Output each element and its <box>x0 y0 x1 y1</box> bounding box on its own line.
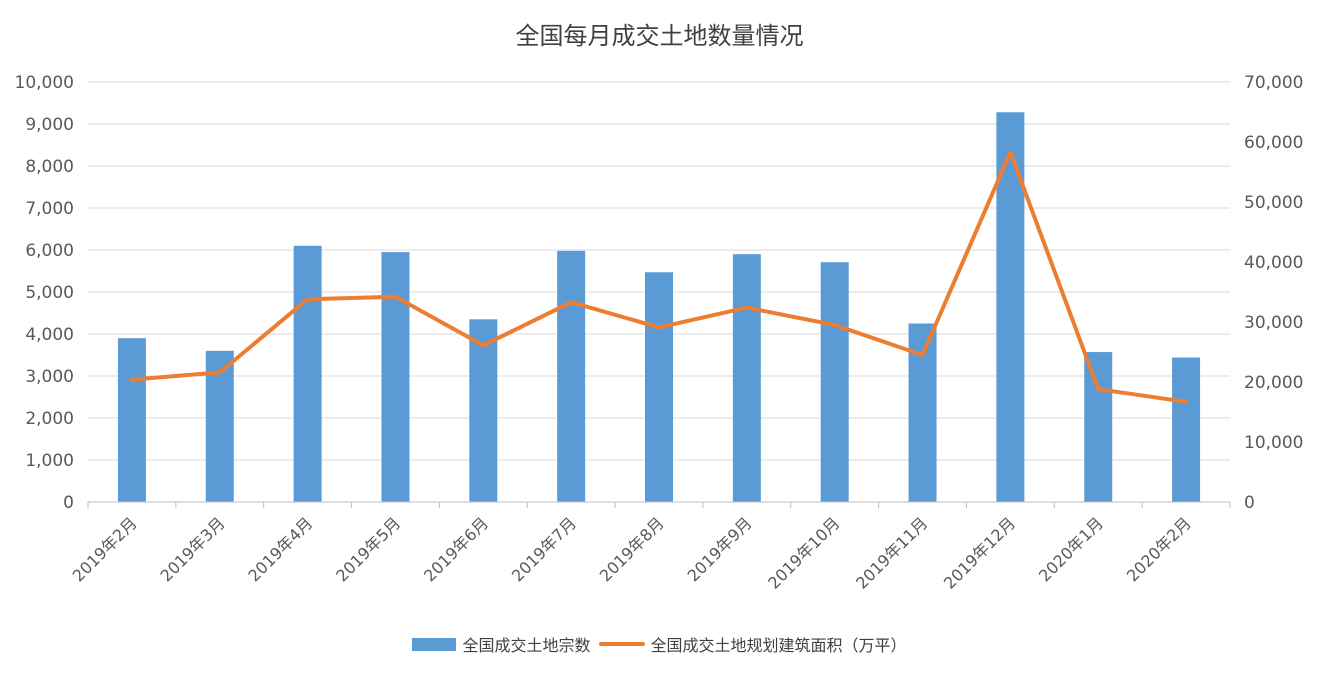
line-series <box>129 150 1189 404</box>
right-y-tick-label: 20,000 <box>1244 373 1303 393</box>
bar <box>117 338 146 502</box>
legend-label-bars: 全国成交土地宗数 <box>462 636 591 655</box>
right-y-tick-label: 10,000 <box>1244 433 1303 453</box>
left-y-tick-label: 9,000 <box>25 115 74 135</box>
legend-swatch-line <box>598 642 645 646</box>
x-tick-label: 2019年11月 <box>852 513 931 592</box>
x-tick-label: 2019年6月 <box>420 513 492 585</box>
x-tick-label: 2019年4月 <box>244 513 316 585</box>
x-tick-label: 2019年2月 <box>69 513 141 585</box>
right-y-tick-label: 60,000 <box>1244 133 1303 153</box>
left-y-tick-label: 0 <box>63 493 74 513</box>
legend-swatch-bars <box>412 637 457 651</box>
left-y-tick-label: 2,000 <box>25 409 74 429</box>
x-axis: 2019年2月 2019年3月 2019年4月 2019年5月 2019年6月 2019年… <box>69 501 1231 593</box>
x-tick-label: 2019年5月 <box>332 513 404 585</box>
bar <box>1172 357 1201 502</box>
x-tick-label: 2019年7月 <box>508 513 580 585</box>
bar <box>732 254 761 502</box>
left-y-tick-label: 4,000 <box>25 325 74 345</box>
right-y-tick-label: 70,000 <box>1244 73 1303 93</box>
bar <box>1084 352 1113 502</box>
bar <box>557 250 586 502</box>
bar <box>381 252 410 502</box>
x-tick-label: 2019年3月 <box>157 513 229 585</box>
x-tick-label: 2020年1月 <box>1035 513 1107 585</box>
left-y-tick-label: 5,000 <box>25 283 74 303</box>
left-y-axis: 0 1,000 2,000 3,000 4,000 5,000 6,000 7,000 8,00… <box>15 73 74 513</box>
right-y-tick-label: 0 <box>1244 493 1255 513</box>
right-y-tick-label: 40,000 <box>1244 253 1303 273</box>
x-tick-label: 2019年9月 <box>684 513 756 585</box>
left-y-tick-label: 10,000 <box>15 73 74 93</box>
bar-series <box>117 112 1201 503</box>
bar <box>820 262 849 502</box>
chart-title: 全国每月成交土地数量情况 <box>515 22 804 50</box>
legend-label-line: 全国成交土地规划建筑面积（万平） <box>650 636 907 655</box>
bar <box>293 245 322 503</box>
right-y-tick-label: 50,000 <box>1244 193 1303 213</box>
legend-item-line[interactable]: 全国成交土地规划建筑面积（万平） <box>598 632 907 656</box>
x-tick-label: 2019年12月 <box>940 513 1019 592</box>
legend-item-bars[interactable]: 全国成交土地宗数 <box>412 632 591 656</box>
left-y-tick-label: 7,000 <box>25 199 74 219</box>
left-y-tick-label: 3,000 <box>25 367 74 387</box>
right-y-tick-label: 30,000 <box>1244 313 1303 333</box>
x-tick-label: 2020年2月 <box>1123 513 1195 585</box>
bar <box>205 350 234 502</box>
x-tick-label: 2019年10月 <box>764 513 843 592</box>
left-y-tick-label: 6,000 <box>25 241 74 261</box>
left-y-tick-label: 8,000 <box>25 157 74 177</box>
left-y-tick-label: 1,000 <box>25 451 74 471</box>
series-line <box>129 150 1189 404</box>
legend: 全国成交土地宗数 全国成交土地规划建筑面积（万平） <box>0 632 1319 656</box>
right-y-axis: 0 10,000 20,000 30,000 40,000 50,000 60,000 70,… <box>1244 73 1303 513</box>
bar <box>645 272 673 502</box>
x-tick-label: 2019年8月 <box>596 513 668 585</box>
bar <box>469 319 498 502</box>
